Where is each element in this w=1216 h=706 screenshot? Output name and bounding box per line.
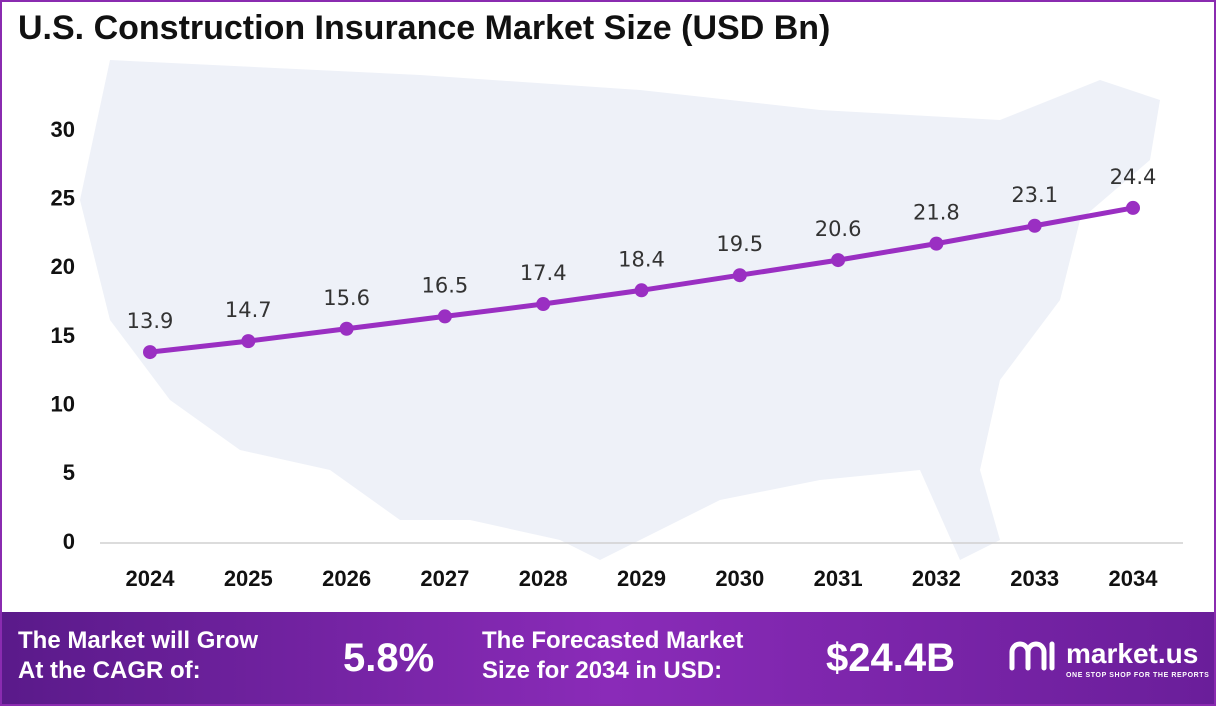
marker <box>536 297 551 312</box>
x-tick-label: 2034 <box>1109 566 1159 591</box>
marker <box>634 283 649 298</box>
data-label: 20.6 <box>815 217 862 241</box>
marker <box>831 253 846 268</box>
forecast-label-line: Size for 2034 in USD: <box>482 657 723 684</box>
data-label: 13.9 <box>127 309 174 333</box>
chart-title: U.S. Construction Insurance Market Size … <box>18 9 830 47</box>
x-tick-label: 2029 <box>617 566 666 591</box>
data-label: 15.6 <box>323 286 370 310</box>
data-label: 24.4 <box>1110 165 1157 189</box>
marker <box>143 345 157 360</box>
marker <box>929 236 944 251</box>
marker <box>732 268 747 283</box>
data-label: 19.5 <box>716 232 763 256</box>
data-label: 14.7 <box>225 298 272 322</box>
data-label: 21.8 <box>913 201 960 225</box>
x-tick-label: 2032 <box>912 566 961 591</box>
x-tick-label: 2031 <box>814 566 863 591</box>
data-label: 23.1 <box>1011 183 1058 207</box>
forecast-label: The Forecasted Market Size for 2034 in US… <box>482 626 743 686</box>
x-tick-label: 2024 <box>126 566 176 591</box>
x-tick-label: 2028 <box>519 566 568 591</box>
y-tick-label: 10 <box>51 391 75 416</box>
y-tick-label: 15 <box>51 323 75 348</box>
cagr-value: 5.8% <box>343 636 435 680</box>
logo-tagline: ONE STOP SHOP FOR THE REPORTS <box>1066 672 1210 679</box>
y-tick-label: 0 <box>63 529 75 554</box>
y-tick-label: 30 <box>51 117 75 142</box>
x-tick-label: 2030 <box>715 566 764 591</box>
marker <box>241 334 256 349</box>
data-label: 16.5 <box>422 273 469 297</box>
marker <box>1027 218 1042 233</box>
marker <box>437 309 452 324</box>
x-tick-label: 2033 <box>1010 566 1059 591</box>
logo-icon <box>1009 641 1055 671</box>
x-tick-label: 2026 <box>322 566 371 591</box>
marker <box>1126 200 1140 215</box>
cagr-label: The Market will Grow At the CAGR of: <box>18 626 258 686</box>
chart: U.S. Construction Insurance Market Size … <box>18 9 1183 591</box>
y-tick-label: 25 <box>51 185 75 210</box>
data-label: 17.4 <box>520 261 567 285</box>
cagr-label-line: At the CAGR of: <box>18 657 201 684</box>
marker <box>339 321 354 336</box>
logo-name: market.us <box>1066 638 1199 669</box>
data-label: 18.4 <box>618 247 665 271</box>
x-tick-label: 2025 <box>224 566 273 591</box>
cagr-label-line: The Market will Grow <box>18 627 259 654</box>
map-background <box>80 60 1160 560</box>
forecast-label-line: The Forecasted Market <box>482 627 744 654</box>
y-tick-label: 20 <box>51 254 75 279</box>
x-tick-label: 2027 <box>420 566 469 591</box>
footer: The Market will Grow At the CAGR of: 5.8%… <box>0 612 1216 706</box>
y-tick-label: 5 <box>63 460 75 485</box>
forecast-value: $24.4B <box>826 636 955 680</box>
